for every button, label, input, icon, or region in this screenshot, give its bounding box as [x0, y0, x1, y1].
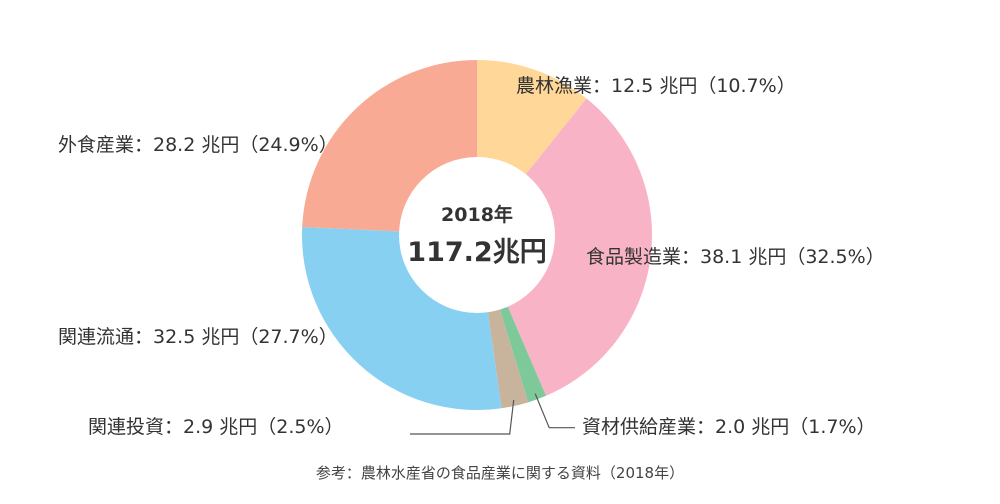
center-total-label: 117.2兆円	[407, 237, 546, 268]
source-note: 参考：農林水産省の食品産業に関する資料（2018年）	[315, 464, 685, 482]
leader-lines	[410, 393, 575, 435]
slice-label-4: 関連流通：32.5 兆円（27.7%）	[58, 326, 338, 348]
slice-label-2: 資材供給産業：2.0 兆円（1.7%）	[582, 416, 876, 438]
leader-line-3	[410, 399, 515, 435]
slice-label-5: 外食産業：28.2 兆円（24.9%）	[58, 134, 338, 156]
leader-line-2	[534, 393, 575, 429]
slice-labels: 農林漁業：12.5 兆円（10.7%） 食品製造業：38.1 兆円（32.5%） 資…	[58, 75, 885, 438]
slice-1	[477, 98, 653, 396]
slice-label-0: 農林漁業：12.5 兆円（10.7%）	[516, 75, 796, 97]
slice-label-3: 関連投資：2.9 兆円（2.5%）	[88, 416, 344, 438]
center-year-label: 2018年	[441, 203, 513, 226]
slice-label-1: 食品製造業：38.1 兆円（32.5%）	[586, 246, 885, 268]
donut-center-hole	[399, 157, 555, 313]
